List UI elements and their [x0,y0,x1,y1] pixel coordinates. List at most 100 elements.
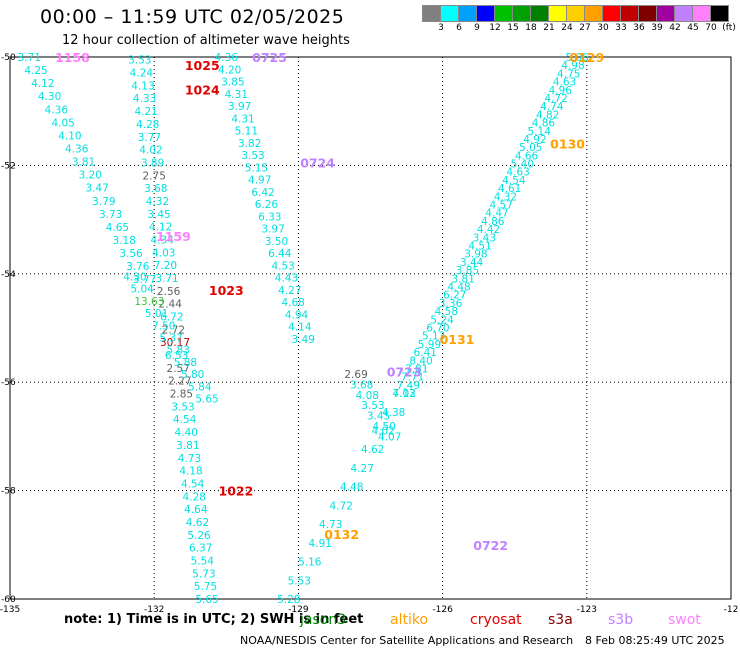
wave-height-value: 4.48 [447,281,470,293]
wave-height-value: 4.30 [38,91,61,103]
wave-height-value: 4.36 [215,52,239,64]
wave-height-value: 6.53 [165,350,188,362]
legend-label: 27 [579,23,591,33]
legend-color-swatch [710,5,729,22]
wave-height-value: 5.80 [181,369,204,381]
wave-height-value: 4.02 [139,145,162,157]
legend-label: 36 [633,23,645,33]
wave-height-value: 2.44 [159,299,183,311]
x-tick-label: -135 [0,605,20,615]
wave-height-value: 3.73 [99,209,122,221]
wave-height-value: 7.13 [392,388,415,400]
wave-height-value: 5.01 [145,308,168,320]
page-subtitle: 12 hour collection of altimeter wave hei… [62,33,350,48]
satellite-legend-s3b: s3b [608,612,634,628]
satellite-legend-jason3: jason3 [300,612,347,628]
legend-label: 45 [687,23,699,33]
wave-height-value: 5.13 [422,331,445,343]
wave-height-value: 4.82 [536,109,559,121]
wave-height-value: 6.72 [160,312,183,324]
wave-height-value: 8.40 [409,355,432,367]
wave-height-value: 7.50 [152,320,175,332]
wave-height-value: 4.18 [179,466,202,478]
wave-height-value: 5.84 [188,381,212,393]
wave-height-value: 4.54 [502,175,526,187]
legend-label: 30 [597,23,609,33]
wave-height-value: 2.27 [168,376,191,388]
wave-height-value: 4.32 [146,196,169,208]
legend-label: 39 [651,23,663,33]
wave-height-value: 4.98 [561,60,584,72]
wave-height-value: 4.75 [557,68,580,80]
wave-height-value: 4.65 [106,222,129,234]
wave-height-value: 5.65 [195,393,218,405]
page-title: 00:00 – 11:59 UTC 02/05/2025 [40,6,345,28]
wave-height-value: 3.77 [133,274,156,286]
wave-height-value: 5.11 [235,126,258,138]
wave-height-value: 2.56 [157,286,181,298]
wave-height-value: 3.45 [367,411,390,423]
wave-height-value: 5.75 [194,581,217,593]
pass-label-1158a: 1158 [55,50,90,65]
wave-height-value: 5.15 [245,162,268,174]
wave-height-value: 2.57 [167,363,190,375]
legend-unit: (ft) [722,23,736,33]
y-tick-label: -50 [1,53,16,63]
wave-height-value: 6.26 [255,199,279,211]
wave-height-value: 4.33 [133,93,156,105]
legend-label: 42 [669,23,681,33]
wave-height-value: 4.47 [485,208,508,220]
wave-height-value: 4.27 [278,285,301,297]
wave-height-value: 4.40 [175,427,198,439]
wave-height-value: 5.54 [191,555,215,567]
wave-height-value: 4.30 [123,272,146,284]
wave-height-value: 3.77 [138,132,161,144]
wave-height-value: 4.36 [65,144,89,156]
generated-timestamp: 8 Feb 08:25:49 UTC 2025 [585,634,725,647]
wave-height-value: 2.69 [344,369,367,381]
wave-height-value: 4.25 [24,65,47,77]
wave-height-value: 3.97 [261,224,284,236]
wave-height-value: 2.72 [162,324,185,336]
wave-height-value: 3.81 [72,157,95,169]
wave-height-value: 3.47 [85,183,108,195]
wave-height-value: 4.12 [149,222,172,234]
wave-height-value: 3.45 [147,209,170,221]
wave-height-value: 3.76 [126,261,150,273]
wave-height-value: 3.56 [119,248,143,260]
wave-height-value: 4.58 [435,306,458,318]
wave-height-value: 5.14 [528,126,552,138]
wave-height-value: 4.62 [361,444,384,456]
wave-height-value: 3.71 [18,52,41,64]
pass-label-1024: 1024 [185,83,220,98]
wave-height-value: 3.85 [456,265,479,277]
wave-height-value: 3.98 [464,249,487,261]
wave-height-value: 7.71 [401,372,424,384]
legend-label: 18 [525,23,537,33]
wave-height-value: 2.85 [170,389,193,401]
wave-height-value: 4.92 [523,134,546,146]
wave-height-value: 4.51 [468,241,491,253]
pass-labels: 1158 1025 0725 1024 0724 1159 1023 0723 1022 0129… [55,50,604,553]
satellite-legend-altiko: altiko [390,612,429,628]
x-tick-label: -126 [432,605,453,615]
wave-height-value: 4.21 [134,106,157,118]
legend-label: 33 [615,23,627,33]
wave-height-value: 4.27 [351,463,374,475]
wave-height-value: 5.16 [298,557,322,569]
wave-height-value: 6.33 [258,211,281,223]
y-tick-label: -54 [1,270,16,280]
legend-label: 6 [456,23,462,33]
y-tick-label: -58 [1,487,16,497]
wave-height-value: 4.02 [392,388,415,400]
legend-label: 9 [474,23,480,33]
wave-height-value: 4.36 [45,104,69,116]
wave-height-value: 3.20 [79,170,102,182]
wave-height-value: 6.37 [189,543,212,555]
wave-height-value: 5.65 [195,594,218,606]
wave-height-value: 4.24 [130,68,154,80]
x-tick-label: -12 [724,605,739,615]
pass-label-0723: 0723 [387,364,422,379]
pass-label-0724: 0724 [300,156,335,171]
